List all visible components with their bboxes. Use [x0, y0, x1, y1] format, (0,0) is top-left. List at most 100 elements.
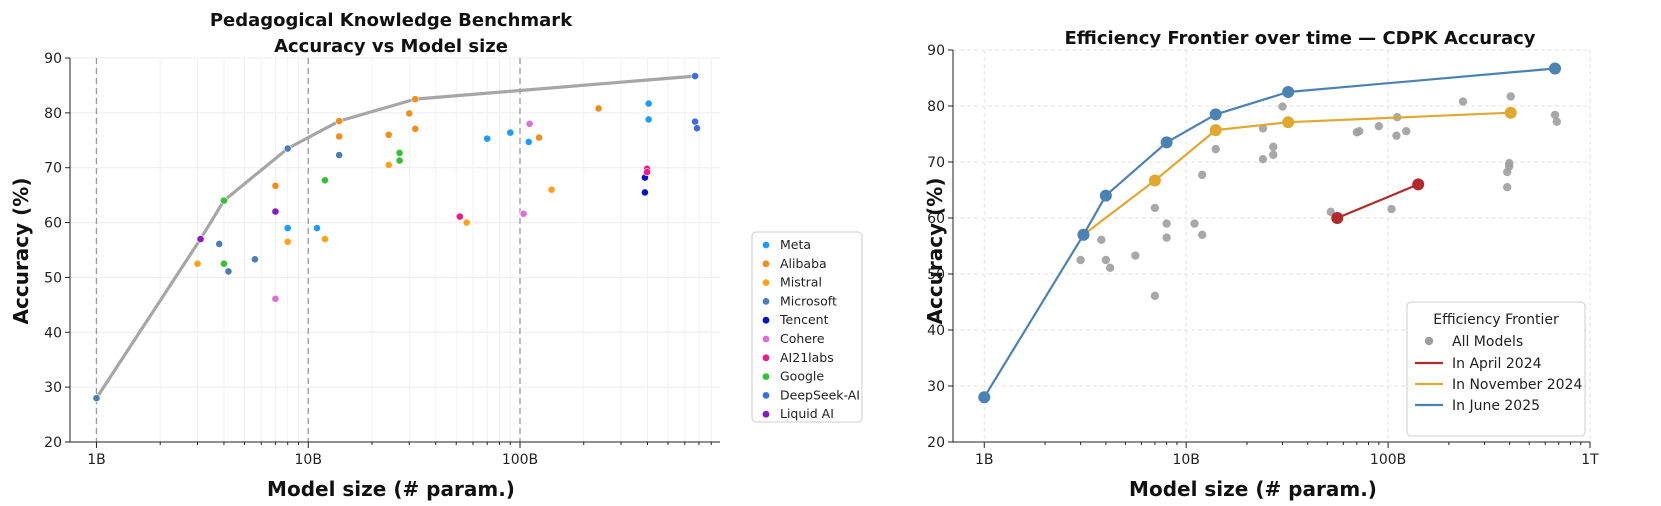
- left-chart: Pedagogical Knowledge Benchmark Accuracy…: [9, 10, 863, 501]
- right-ytick-label: 70: [927, 155, 945, 171]
- right-model-point: [1150, 203, 1160, 213]
- left-chart-xlabel: Model size (# param.): [267, 477, 515, 501]
- left-point: [384, 161, 393, 169]
- right-legend-box: [1406, 301, 1586, 437]
- right-frontier-point: [1282, 116, 1295, 129]
- left-legend-label: Microsoft: [780, 293, 837, 308]
- left-series-deepseek-ai: [691, 72, 701, 133]
- right-model-point: [1402, 127, 1411, 136]
- left-legend-label: Cohere: [780, 331, 825, 346]
- right-model-point: [1258, 155, 1268, 164]
- left-point: [524, 138, 533, 146]
- left-point: [691, 72, 699, 81]
- right-chart-title: Efficiency Frontier over time — CDPK Acc…: [1064, 28, 1535, 49]
- right-model-point: [1505, 162, 1514, 171]
- left-legend-label: Mistral: [780, 275, 822, 290]
- left-ytick-label: 40: [44, 325, 62, 341]
- left-point: [271, 207, 280, 216]
- left-series-meta: [283, 99, 653, 232]
- right-model-point: [1190, 219, 1199, 228]
- right-xtick-label: 100B: [1370, 452, 1406, 468]
- left-point: [224, 267, 233, 276]
- left-series-ai21labs: [455, 164, 651, 221]
- left-series-microsoft: [92, 144, 344, 403]
- right-frontier-point: [1504, 106, 1517, 119]
- left-point: [250, 255, 259, 264]
- right-model-point: [1278, 102, 1287, 111]
- left-xtick-label: 100B: [502, 452, 538, 468]
- left-legend-marker-mistral: [762, 279, 770, 286]
- left-legend-marker-tencent: [762, 316, 770, 324]
- right-ytick-label: 30: [927, 379, 945, 395]
- right-frontier-point: [1077, 228, 1090, 241]
- left-series-liquid-ai: [196, 207, 280, 243]
- left-series-mistral: [193, 161, 556, 268]
- left-legend-marker-meta: [762, 241, 770, 249]
- left-point: [525, 119, 534, 128]
- left-point: [519, 209, 528, 218]
- left-chart-title: Pedagogical Knowledge Benchmark: [210, 10, 573, 31]
- right-legend-label: In June 2025: [1452, 398, 1540, 414]
- right-chart-ylabel: Accuracy (%): [923, 178, 947, 325]
- right-series-in-april-2024: [1331, 178, 1425, 224]
- left-point: [193, 259, 202, 268]
- left-point: [92, 394, 101, 403]
- left-legend-marker-alibaba: [762, 260, 770, 268]
- left-ytick-label: 50: [44, 270, 62, 286]
- right-frontier-point: [1331, 212, 1344, 224]
- right-ytick-label: 20: [927, 435, 945, 451]
- left-point: [535, 133, 543, 142]
- left-point: [411, 124, 420, 133]
- left-point: [641, 188, 649, 197]
- right-legend-label: All Models: [1452, 334, 1523, 350]
- right-legend-title: Efficiency Frontier: [1433, 312, 1559, 328]
- right-model-point: [1076, 255, 1085, 265]
- left-legend-marker-google: [762, 373, 770, 380]
- right-frontier-point: [1148, 174, 1161, 187]
- right-model-point: [1101, 255, 1111, 265]
- left-legend-label: Google: [780, 369, 824, 384]
- right-model-point: [1506, 92, 1515, 101]
- left-point: [483, 134, 492, 143]
- right-ytick-label: 80: [927, 99, 945, 115]
- left-chart-ylabel: Accuracy (%): [9, 178, 33, 325]
- left-point: [455, 212, 464, 221]
- left-point: [691, 117, 699, 126]
- left-legend-marker-liquid-ai: [762, 410, 770, 418]
- left-legend-label: AI21labs: [780, 350, 834, 365]
- right-model-point: [1105, 263, 1115, 273]
- right-model-point: [1097, 235, 1106, 245]
- left-ytick-label: 80: [44, 106, 62, 122]
- left-legend-marker-deepseek-ai: [762, 392, 770, 399]
- right-ytick-label: 60: [927, 211, 945, 227]
- left-point: [321, 176, 329, 185]
- left-point: [395, 149, 404, 157]
- right-xtick-label: 1B: [975, 452, 994, 468]
- left-legend-label: Alibaba: [780, 256, 827, 271]
- left-ytick-label: 90: [44, 51, 62, 67]
- left-grid: [70, 57, 720, 443]
- left-legend: Meta Alibaba Mistral Microsoft Tencent Cohere…: [751, 231, 863, 423]
- right-frontier-point: [1549, 62, 1562, 75]
- left-point: [313, 224, 321, 232]
- right-model-point: [1197, 170, 1207, 180]
- left-point: [384, 130, 393, 139]
- right-frontier-point: [1282, 86, 1295, 98]
- right-xtick-label: 1T: [1581, 452, 1599, 468]
- right-model-point: [1355, 127, 1364, 136]
- left-series-cohere: [271, 119, 534, 303]
- right-line-in-november-2024: [1082, 111, 1511, 236]
- left-frontier-line: [95, 74, 696, 399]
- right-model-point: [1162, 233, 1171, 242]
- left-legend-marker-cohere: [762, 335, 770, 343]
- right-model-point: [1374, 121, 1384, 131]
- left-point: [196, 235, 205, 243]
- right-model-point: [1258, 124, 1268, 133]
- right-model-point: [1387, 204, 1396, 214]
- left-point: [220, 259, 228, 268]
- left-point: [395, 156, 404, 165]
- left-point: [594, 104, 603, 113]
- left-point: [644, 99, 653, 108]
- right-ytick-label: 40: [927, 323, 945, 339]
- right-frontier-point: [978, 391, 991, 404]
